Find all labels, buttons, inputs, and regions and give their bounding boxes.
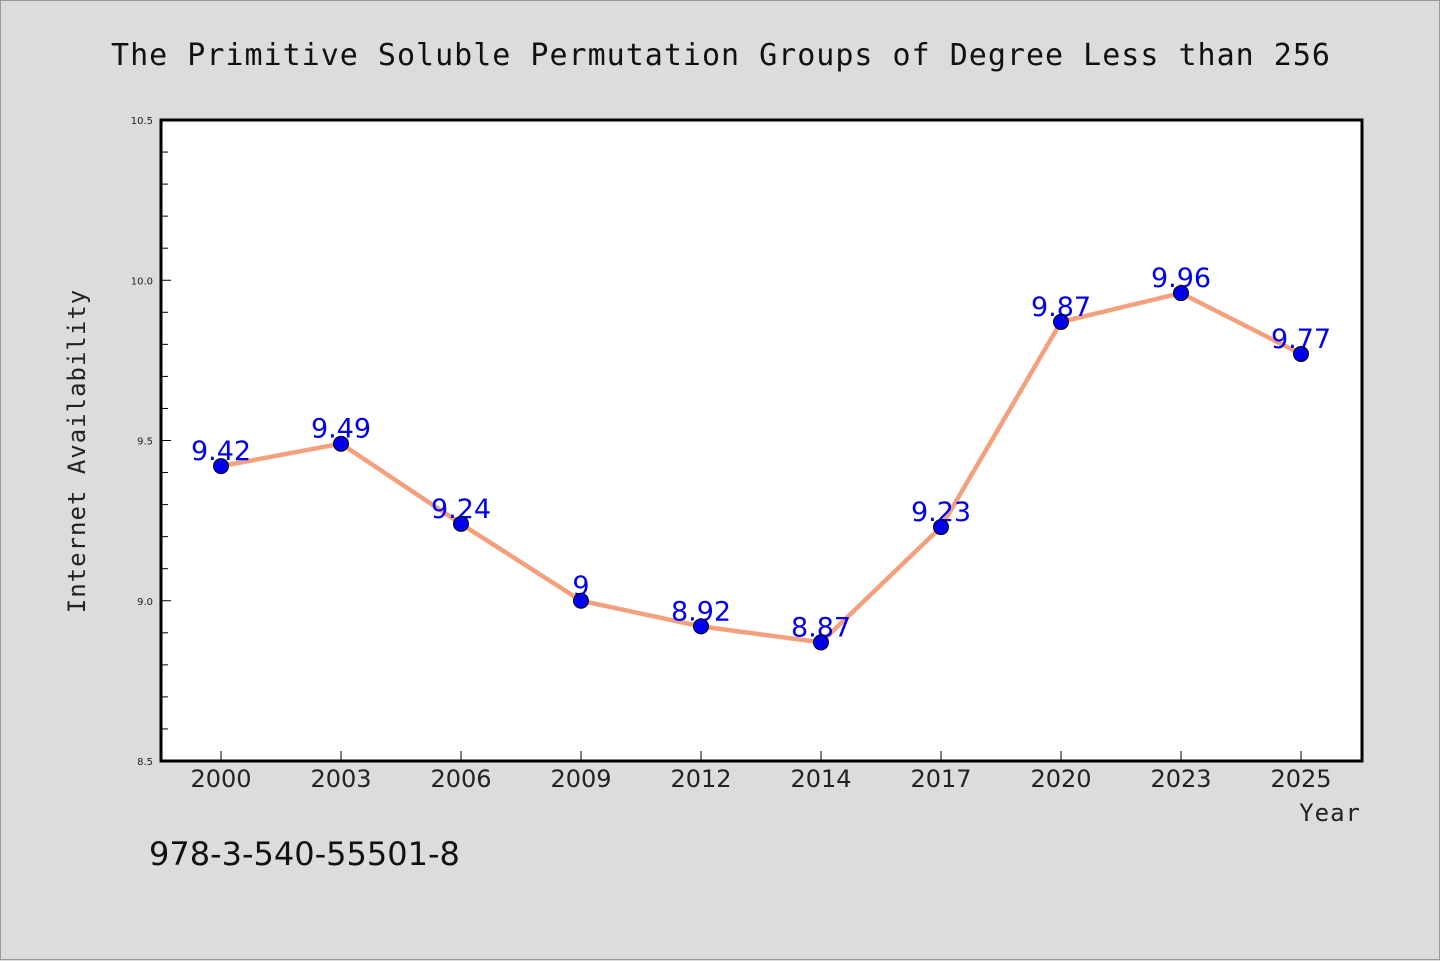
x-tick-label: 2003 <box>310 765 371 793</box>
data-point-marker <box>1053 313 1069 330</box>
footer-isbn-text: 978-3-540-55501-8 <box>149 835 460 873</box>
series-line <box>218 290 1304 645</box>
x-tick-label: 2006 <box>430 765 491 793</box>
y-tick-label: 9.0 <box>137 597 153 608</box>
chart-title: The Primitive Soluble Permutation Groups… <box>111 38 1331 73</box>
data-point-marker <box>333 435 349 452</box>
data-point-marker <box>1293 345 1309 362</box>
x-tick-label: 2020 <box>1030 765 1091 793</box>
data-label: 9 <box>572 571 589 602</box>
x-tick-label: 2012 <box>670 765 731 793</box>
y-axis-label: Internet Availability <box>63 289 91 613</box>
data-point-marker <box>213 458 229 475</box>
x-axis-label: Year <box>1299 799 1361 827</box>
y-tick-label: 10.0 <box>131 276 153 287</box>
x-tick-label: 2025 <box>1270 765 1331 793</box>
x-tick-label: 2023 <box>1150 765 1211 793</box>
data-point-marker <box>453 515 469 532</box>
y-tick-label: 9.5 <box>137 437 153 448</box>
x-tick-label: 2014 <box>790 765 851 793</box>
data-point-marker <box>813 634 829 651</box>
data-point-marker <box>573 592 589 609</box>
x-axis-ticks: 2000 2003 2006 2009 2012 2014 2017 2020 2023 2025 <box>190 751 1332 793</box>
y-axis-ticks: 8.5 9.0 9.5 10.0 10.5 <box>131 116 171 768</box>
plot-area <box>159 118 1364 763</box>
y-tick-label: 10.5 <box>131 116 153 127</box>
y-tick-label: 8.5 <box>137 757 153 768</box>
data-point-marker <box>1173 285 1189 302</box>
x-tick-label: 2017 <box>910 765 971 793</box>
x-tick-label: 2009 <box>550 765 611 793</box>
data-point-marker <box>933 519 949 536</box>
data-point-marker <box>693 618 709 635</box>
x-tick-label: 2000 <box>190 765 251 793</box>
